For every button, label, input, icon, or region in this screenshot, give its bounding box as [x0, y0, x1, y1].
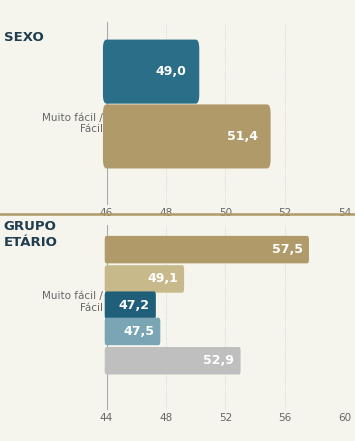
Text: GRUPO
ETÁRIO: GRUPO ETÁRIO	[4, 220, 58, 248]
Text: 57,5: 57,5	[272, 243, 303, 256]
Legend: Mulheres, Homens: Mulheres, Homens	[155, 251, 296, 269]
Text: 51,4: 51,4	[227, 130, 258, 143]
FancyBboxPatch shape	[103, 40, 199, 104]
FancyBboxPatch shape	[105, 318, 160, 345]
FancyBboxPatch shape	[105, 347, 241, 374]
Text: 52,9: 52,9	[203, 354, 234, 367]
Text: Muito fácil /
Fácil: Muito fácil / Fácil	[42, 292, 103, 313]
Text: 49,1: 49,1	[147, 273, 178, 285]
Text: 49,0: 49,0	[156, 65, 187, 78]
FancyBboxPatch shape	[105, 292, 156, 319]
Text: SEXO: SEXO	[4, 31, 43, 44]
FancyBboxPatch shape	[105, 265, 184, 293]
Text: 47,2: 47,2	[119, 299, 149, 312]
Text: Muito fácil /
Fácil: Muito fácil / Fácil	[42, 113, 103, 134]
FancyBboxPatch shape	[103, 105, 271, 168]
Text: 47,5: 47,5	[123, 325, 154, 338]
FancyBboxPatch shape	[105, 236, 309, 263]
